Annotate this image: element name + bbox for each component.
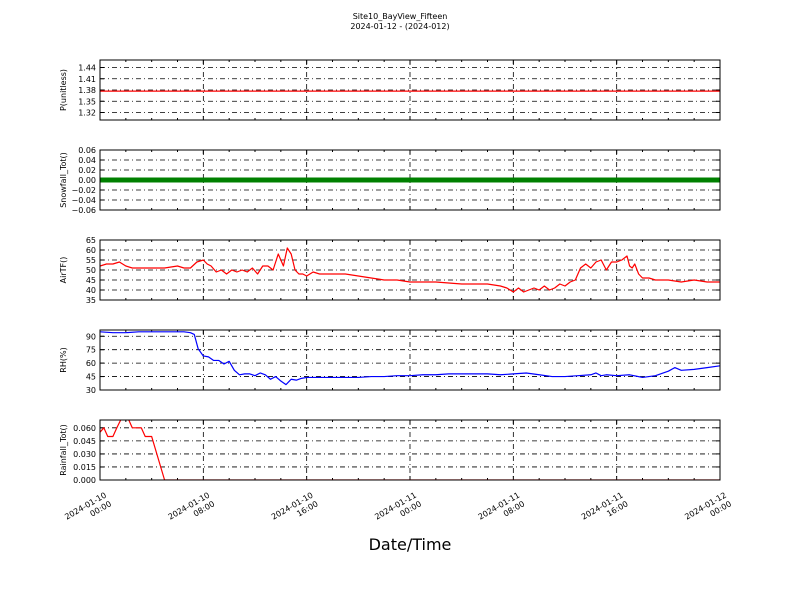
y-axis-label: AirTF() [59,257,68,284]
y-tick-label: 1.44 [78,64,96,73]
y-tick-label: 0.06 [78,146,96,155]
x-axis-label: Date/Time [369,535,452,554]
x-tick-label: 2024-01-1000:00 [63,491,113,531]
x-tick-labels: 2024-01-1000:00 2024-01-1008:00 2024-01-10… [63,491,733,531]
panel-1: 1.32 1.35 1.38 1.41 1.44 P(unitless) [59,59,721,121]
y-tick-label: −0.04 [71,196,96,205]
y-tick-label: 0.045 [73,437,96,446]
y-tick-label: 1.32 [78,109,96,118]
y-tick-label: 1.35 [78,97,96,106]
y-axis-label: P(unitless) [59,69,68,111]
y-tick-label: 0.02 [78,166,96,175]
axes-frame [99,329,721,391]
y-tick-label: 40 [86,286,96,295]
y-axis-label: Snowfall_Tot() [59,152,68,208]
panel-2: −0.06−0.04−0.020.000.020.040.06 Snowfall_… [59,146,721,215]
y-tick-label: 45 [86,276,96,285]
y-tick-label: 45 [86,373,96,382]
series-line [100,247,720,293]
y-tick-label: 0.04 [78,156,96,165]
y-tick-label: 90 [86,332,96,341]
y-tick-label: 50 [86,266,96,275]
y-axis-label: Rainfall_Tot() [59,424,68,476]
y-tick-label: 35 [86,296,96,305]
chart-subtitle: 2024-01-12 - (2024-012) [350,22,449,31]
y-tick-label: 30 [86,386,96,395]
y-tick-label: −0.06 [71,206,96,215]
y-tick-label: 1.41 [78,75,96,84]
y-tick-label: 0.030 [73,450,96,459]
x-tick-label: 2024-01-1200:00 [683,491,733,531]
x-tick-label: 2024-01-1108:00 [477,491,527,531]
y-tick-label: 65 [86,236,96,245]
y-tick-label: 0.060 [73,424,96,433]
x-tick-label: 2024-01-1008:00 [167,491,217,531]
y-tick-label: 60 [86,246,96,255]
y-tick-label: 0.00 [78,176,96,185]
panels: 1.321.351.381.411.44P(unitless)−0.06−0.0… [59,59,721,485]
y-tick-label: 60 [86,359,96,368]
series-point [715,177,720,183]
panel-5: 0.000 0.015 0.030 0.045 0.060 Rainfall_Tot() [59,419,721,485]
y-axis-label: RH(%) [59,347,68,372]
y-tick-label: 1.38 [78,86,96,95]
axes-frame [99,419,721,481]
y-tick-label: 0.015 [73,463,96,472]
series-line [100,331,720,386]
series-line [100,420,720,480]
x-tick-label: 2024-01-1116:00 [580,491,630,531]
y-tick-label: 0.000 [73,476,96,485]
y-tick-label: 75 [86,346,96,355]
axes-frame [99,149,721,211]
y-tick-label: −0.02 [71,186,96,195]
axes-frame [99,59,721,121]
axes-frame [99,239,721,301]
chart-title: Site10_BayView_Fifteen [353,12,448,21]
x-tick-label: 2024-01-1016:00 [270,491,320,531]
panel-4: 30 45 60 75 90 RH(%) [59,329,721,395]
x-tick-label: 2024-01-1100:00 [373,491,423,531]
y-tick-label: 55 [86,256,96,265]
